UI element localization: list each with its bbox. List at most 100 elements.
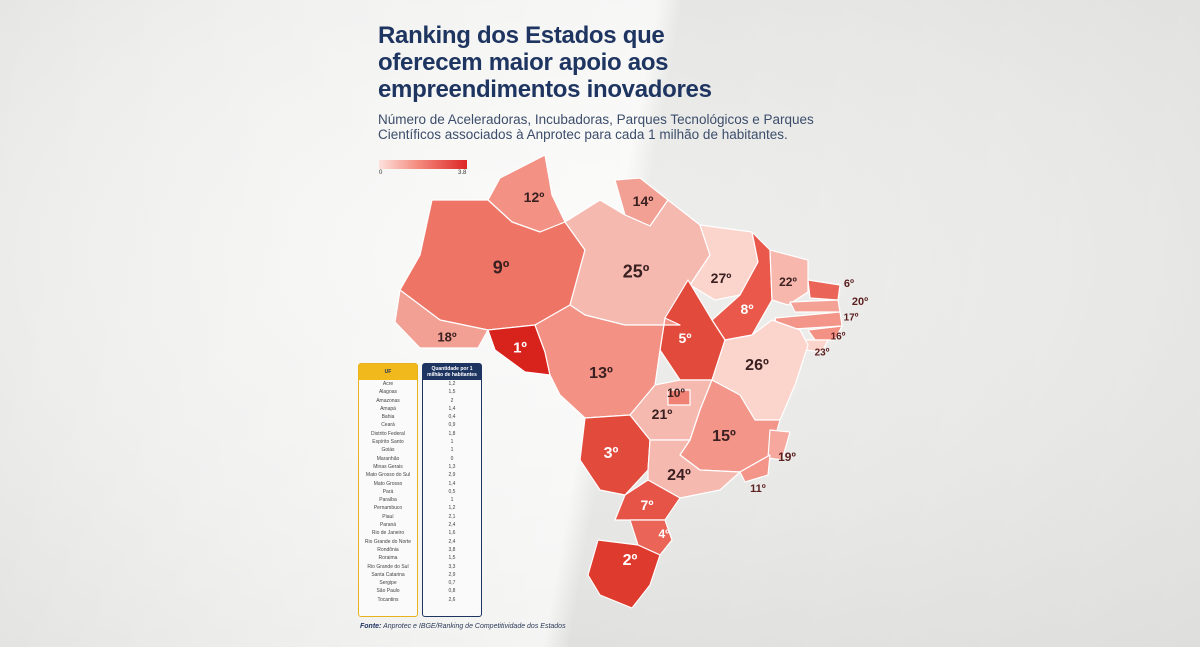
uf-cell: São Paulo xyxy=(376,588,400,595)
rank-to: 5º xyxy=(678,330,692,346)
state-rn xyxy=(807,279,841,301)
quantity-cell: 1,8 xyxy=(448,430,456,437)
state-rj xyxy=(739,454,771,483)
uf-cell: Amazonas xyxy=(376,397,400,404)
color-scale-legend xyxy=(379,160,467,169)
rank-se: 23º xyxy=(814,347,830,359)
source-text: Anprotec e IBGE/Ranking de Competitivida… xyxy=(381,623,566,630)
uf-cell: Goiás xyxy=(381,447,395,454)
quantity-cell: 2,1 xyxy=(448,513,456,520)
quantity-cell: 1,5 xyxy=(448,389,456,396)
quantity-column: Quantidade por 1 milhão de habitantes 1,… xyxy=(422,363,482,617)
rank-pb: 20º xyxy=(851,296,869,308)
quantity-cell: 0,4 xyxy=(448,414,456,421)
quantity-cell: 2,6 xyxy=(448,596,456,603)
quantity-cell: 1,2 xyxy=(448,505,456,512)
rank-am: 9º xyxy=(492,257,510,278)
rank-ac: 18º xyxy=(437,329,457,345)
uf-cell: Pernambuco xyxy=(373,505,403,512)
quantity-cell: 1,4 xyxy=(448,405,456,412)
state-df xyxy=(667,389,691,406)
state-sp xyxy=(647,439,741,499)
uf-cell: Rio Grande do Norte xyxy=(364,538,412,545)
state-rs xyxy=(587,539,661,609)
uf-cell: Acre xyxy=(382,381,394,387)
uf-cell: Roraima xyxy=(378,555,398,562)
uf-cell: Mato Grosso do Sul xyxy=(365,472,411,479)
uf-cell: Rondônia xyxy=(377,546,399,553)
quantity-cell: 1 xyxy=(450,497,454,504)
rank-ce: 22º xyxy=(779,275,797,289)
quantity-cell: 1,3 xyxy=(448,463,456,470)
state-es xyxy=(767,429,791,461)
rank-df: 10º xyxy=(667,386,685,400)
rank-sc: 4º xyxy=(658,527,670,541)
quantity-cell: 0,9 xyxy=(448,422,456,429)
rank-pa: 25º xyxy=(622,261,650,282)
quantity-cell: 2,9 xyxy=(448,472,456,479)
uf-cell: Tocantins xyxy=(377,596,399,603)
rank-pr: 7º xyxy=(640,497,654,513)
rank-rr: 12º xyxy=(523,189,545,205)
quantity-cell: 0,8 xyxy=(448,588,456,595)
uf-cell: Ceará xyxy=(381,422,395,429)
title-line-1: Ranking dos Estados que xyxy=(378,22,665,49)
quantity-cell: 0,5 xyxy=(448,488,456,495)
quantity-cell: 2 xyxy=(450,397,454,404)
rank-es: 19º xyxy=(778,450,796,464)
rank-go: 21º xyxy=(651,406,673,422)
source-note: Fonte: Anprotec e IBGE/Ranking de Compet… xyxy=(360,623,566,630)
title-line-2: oferecem maior apoio aos xyxy=(378,49,669,76)
rank-mg: 15º xyxy=(712,428,736,445)
source-label: Fonte: xyxy=(360,623,382,630)
rank-ba: 26º xyxy=(745,357,769,374)
quantity-cell: 1 xyxy=(450,447,454,454)
rank-ap: 14º xyxy=(632,193,654,209)
legend-min-label: 0 xyxy=(379,170,383,176)
uf-cell: Sergipe xyxy=(379,580,397,587)
quantity-cell: 2,9 xyxy=(448,571,456,578)
quantity-cell: 1,4 xyxy=(448,480,456,487)
rank-ro: 1º xyxy=(513,339,527,357)
quantity-cell: 2,4 xyxy=(448,522,456,529)
uf-cell: Minas Gerais xyxy=(373,463,403,470)
uf-cell: Bahia xyxy=(381,414,395,421)
ranking-table: UF Acre Alagoas Amazonas Amapá Bahia Cea… xyxy=(358,363,482,617)
quantity-cell: 0 xyxy=(450,455,454,462)
rank-rs: 2º xyxy=(622,552,638,569)
rank-sp: 24º xyxy=(667,467,691,484)
quantity-cell: 1,2 xyxy=(448,381,456,387)
uf-cell: Alagoas xyxy=(378,389,398,396)
uf-header: UF xyxy=(359,364,417,380)
quantity-cell: 3,8 xyxy=(448,546,456,553)
subtitle: Número de Aceleradoras, Incubadoras, Par… xyxy=(378,112,814,142)
state-pb xyxy=(789,299,841,313)
quantity-cell: 3,3 xyxy=(448,563,456,570)
state-pr xyxy=(614,479,681,521)
legend-max-label: 3.8 xyxy=(458,170,467,176)
uf-cell: Distrito Federal xyxy=(371,430,405,437)
uf-cell: Santa Catarina xyxy=(371,571,405,578)
uf-cell: Pará xyxy=(382,488,394,495)
rank-rj: 11º xyxy=(750,483,766,495)
uf-cell: Mato Grosso xyxy=(373,480,403,487)
uf-column: UF Acre Alagoas Amazonas Amapá Bahia Cea… xyxy=(358,363,418,617)
page-title: Ranking dos Estados que oferecem maior a… xyxy=(378,22,798,103)
quantity-cell: 1 xyxy=(450,439,454,446)
uf-cell: Maranhão xyxy=(376,455,400,462)
uf-cell: Rio de Janeiro xyxy=(371,530,405,537)
uf-cell: Amapá xyxy=(380,405,396,412)
rank-rn: 6º xyxy=(843,278,855,290)
uf-cell: Paraná xyxy=(379,522,397,529)
quantity-cell: 1,5 xyxy=(448,555,456,562)
quantity-header: Quantidade por 1 milhão de habitantes xyxy=(423,364,481,380)
rank-pe: 17º xyxy=(843,312,859,324)
rank-ma: 27º xyxy=(710,270,732,286)
state-sc xyxy=(629,519,673,556)
title-line-3: empreendimentos inovadores xyxy=(378,76,712,103)
rank-ms: 3º xyxy=(603,445,619,462)
state-ac xyxy=(394,289,489,349)
state-ce xyxy=(769,249,809,306)
state-mt xyxy=(534,304,681,419)
